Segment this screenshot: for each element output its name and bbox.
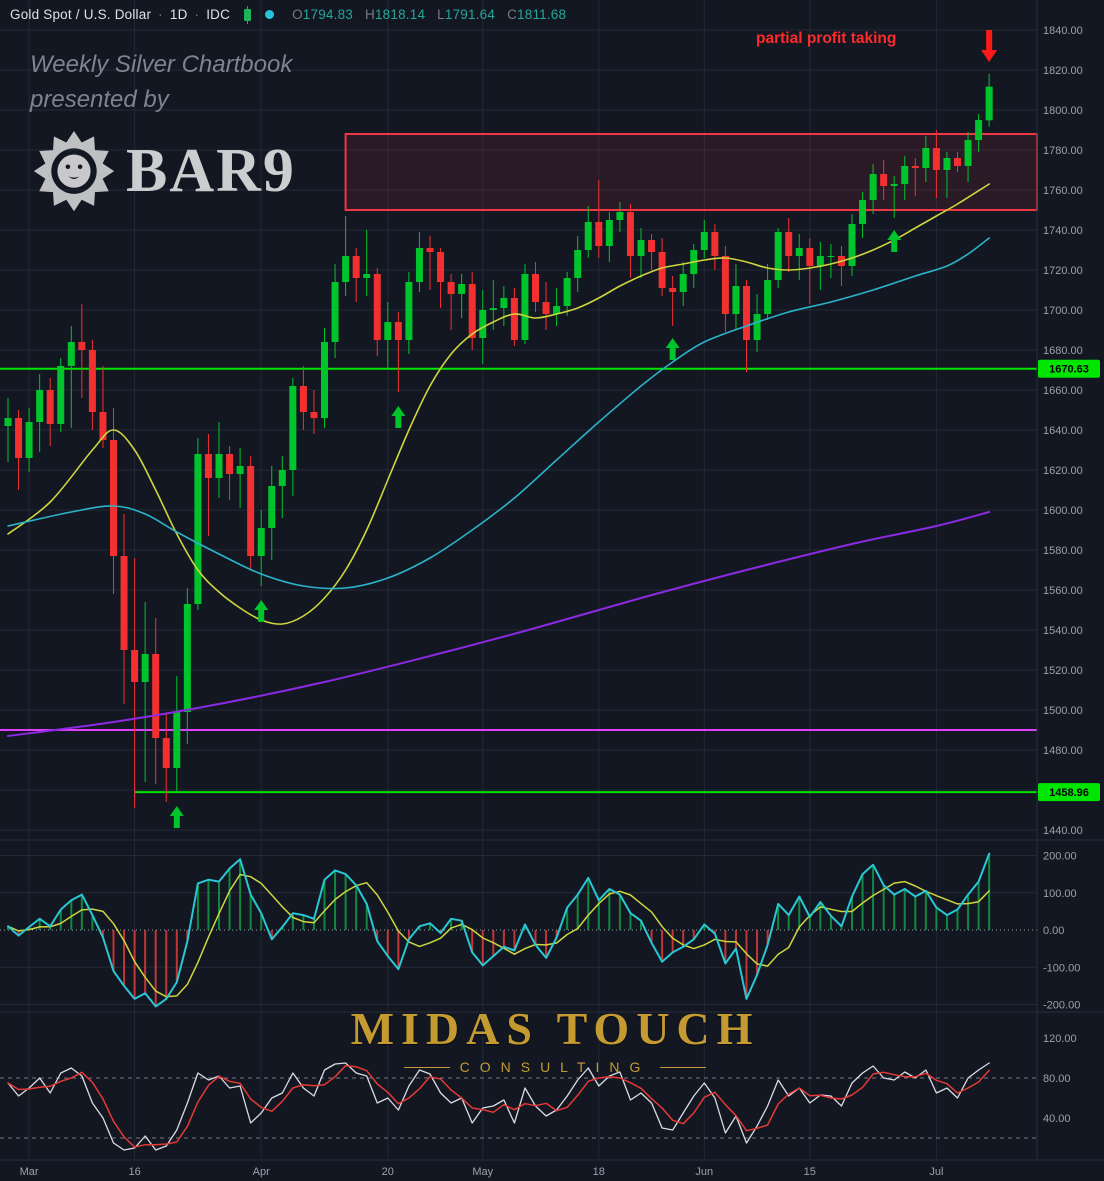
svg-text:1640.00: 1640.00 [1043,425,1083,437]
svg-text:1660.00: 1660.00 [1043,385,1083,397]
svg-text:1458.96: 1458.96 [1049,787,1089,799]
candlestick-icon[interactable] [244,5,252,24]
svg-text:40.00: 40.00 [1043,1113,1071,1125]
svg-text:Jun: Jun [695,1166,713,1178]
symbol-name[interactable]: Gold Spot / U.S. Dollar [10,7,152,22]
watermark-line2: presented by [30,85,169,113]
svg-text:Apr: Apr [253,1166,270,1178]
price-line-badges: 1670.63 1458.96 [1038,359,1100,802]
svg-text:1820.00: 1820.00 [1043,65,1083,77]
watermark-line1: Weekly Silver Chartbook [30,51,293,78]
svg-text:1500.00: 1500.00 [1043,705,1083,717]
svg-text:100.00: 100.00 [1043,888,1077,900]
ohlc-low: L1791.64 [437,7,496,22]
interval-label[interactable]: 1D [169,7,188,22]
ma-fast-yellow-line [7,183,990,625]
svg-text:1580.00: 1580.00 [1043,545,1083,557]
svg-text:15: 15 [804,1166,816,1178]
ohlc-close: C1811.68 [507,7,567,22]
ohlc-high: H1818.14 [365,7,426,22]
price-axis[interactable]: 1440.001460.001480.001500.001520.001540.… [1043,25,1083,1125]
svg-text:1670.63: 1670.63 [1049,364,1089,376]
lion-logo-icon [33,130,115,211]
svg-text:200.00: 200.00 [1043,851,1077,863]
separator-dot: · [158,7,163,22]
ohlc-open: O1794.83 [292,7,353,22]
svg-text:May: May [472,1166,493,1178]
resistance-box [344,133,1039,211]
chart-watermark: Weekly Silver Chartbook presented by BAR… [30,48,296,220]
svg-text:Jul: Jul [929,1166,943,1178]
ma-mid-cyan-line [7,237,990,590]
symbol-header: Gold Spot / U.S. Dollar · 1D · IDC O1794… [10,5,578,24]
svg-text:Mar: Mar [20,1166,39,1178]
svg-text:120.00: 120.00 [1043,1033,1077,1045]
support-lines [0,367,1037,794]
ohlc-readout: O1794.83 H1818.14 L1791.64 C1811.68 [292,7,578,22]
signal-arrows [169,30,998,828]
svg-text:1620.00: 1620.00 [1043,465,1083,477]
svg-text:1680.00: 1680.00 [1043,345,1083,357]
stochastic-panel [0,1062,1037,1151]
svg-text:-200.00: -200.00 [1043,1000,1080,1012]
exchange-label: IDC [206,7,231,22]
svg-text:1840.00: 1840.00 [1043,25,1083,37]
svg-text:1800.00: 1800.00 [1043,105,1083,117]
profit-taking-annotation: partial profit taking [756,30,897,47]
svg-text:80.00: 80.00 [1043,1073,1071,1085]
brand-name: BAR9 [126,137,296,206]
svg-text:1720.00: 1720.00 [1043,265,1083,277]
svg-text:1780.00: 1780.00 [1043,145,1083,157]
svg-text:1760.00: 1760.00 [1043,185,1083,197]
brand-row: BAR9 [30,124,296,220]
svg-text:1520.00: 1520.00 [1043,665,1083,677]
svg-text:-100.00: -100.00 [1043,962,1080,974]
svg-text:18: 18 [593,1166,605,1178]
svg-text:1540.00: 1540.00 [1043,625,1083,637]
time-axis[interactable]: Mar 16 Apr 20 May 18 Jun 15 Jul [20,1166,944,1178]
svg-text:16: 16 [128,1166,140,1178]
svg-text:1700.00: 1700.00 [1043,305,1083,317]
indicator-dot-icon[interactable] [265,10,275,19]
svg-text:1440.00: 1440.00 [1043,825,1083,837]
svg-text:1560.00: 1560.00 [1043,585,1083,597]
oscillator-panel [0,852,1037,1008]
svg-text:1600.00: 1600.00 [1043,505,1083,517]
svg-text:0.00: 0.00 [1043,925,1064,937]
midas-subtitle: CONSULTING [330,1059,780,1075]
ma-slow-purple-line [7,511,991,737]
svg-text:20: 20 [382,1166,394,1178]
svg-text:1480.00: 1480.00 [1043,745,1083,757]
separator-dot: · [194,7,200,22]
svg-text:1740.00: 1740.00 [1043,225,1083,237]
